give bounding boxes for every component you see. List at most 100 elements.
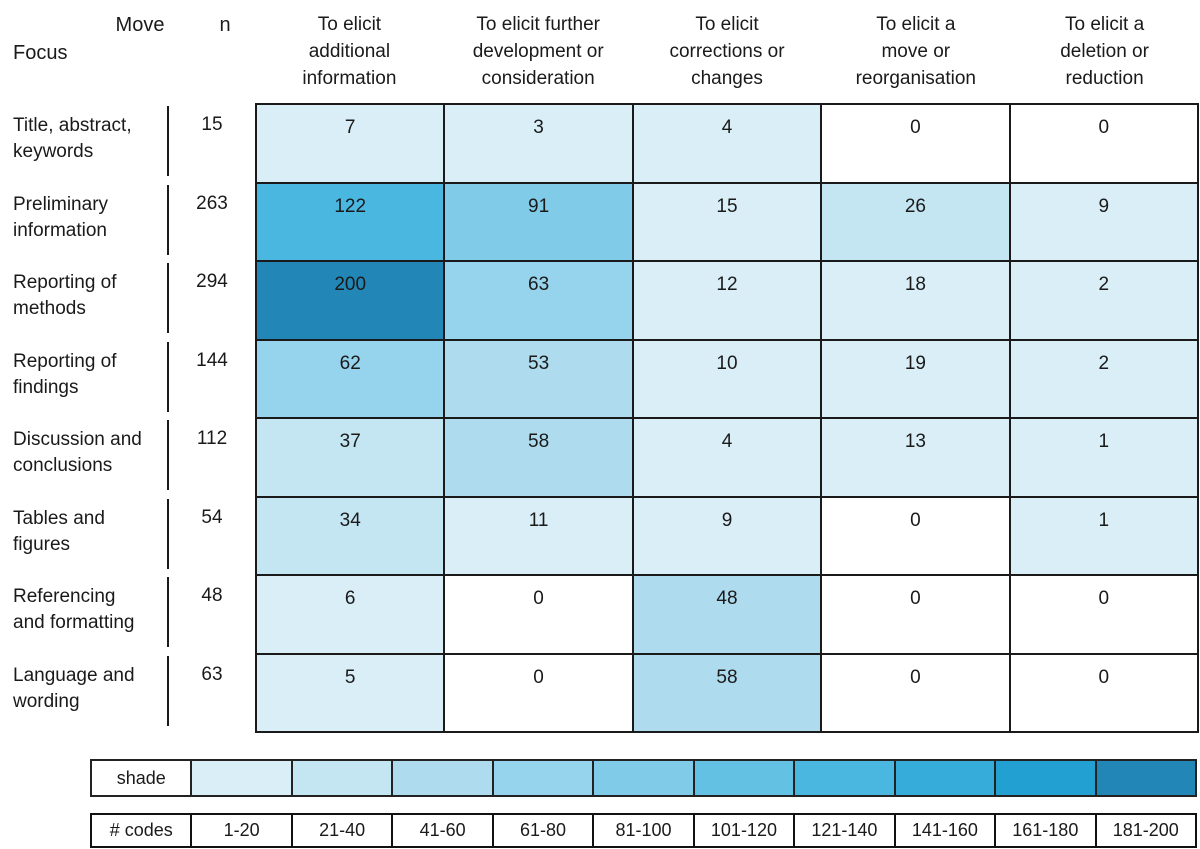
heatmap-cell: 91 [443,181,632,260]
heatmap-cell: 0 [1008,652,1197,731]
heatmap-cell: 200 [255,260,444,339]
focus-row-label: Title, abstract, keywords [13,115,132,162]
heatmap-cell: 34 [255,495,444,574]
focus-row-label: Reporting of findings [13,350,117,398]
codes-legend: # codes 1-20 21-40 41-60 61-80 81-100 101-120… [90,813,1197,848]
shade-legend-label: shade [90,759,193,797]
row-divider-line [167,341,169,412]
heatmap-cell: 7 [255,103,444,182]
row-n-value: 144 [196,349,228,371]
codes-range-label: 61-80 [491,813,595,848]
column-header-1: To elicit additional information [302,14,397,89]
heatmap-cell: 4 [631,103,821,182]
heatmap-cell: 26 [820,181,1009,260]
row-labels-column: Title, abstract, keywords 15 Preliminary… [0,103,255,733]
heatmap-cell: 19 [820,338,1009,417]
row-n-value: 48 [201,585,223,606]
heatmap-cell: 10 [631,338,821,417]
codes-range-label: 141-160 [893,813,997,848]
focus-row-label: Tables and figures [13,507,105,555]
codes-range-label: 21-40 [290,813,394,848]
row-n-value: 15 [201,114,223,135]
move-axis-label: Move [115,14,165,36]
codes-legend-label: # codes [90,813,193,848]
focus-row-label: Discussion and conclusions [13,429,142,476]
column-header-5: To elicit a deletion or reduction [1060,14,1149,89]
heatmap-cell: 9 [631,495,821,574]
row-n-value: 112 [196,428,228,449]
heatmap-cell: 15 [631,181,821,260]
shade-swatch-21-40 [290,759,394,797]
shade-swatch-61-80 [491,759,595,797]
row-n-value: 63 [201,663,223,685]
row-divider-line [167,263,169,333]
row-divider-line [167,420,169,490]
heatmap-cell: 0 [1008,103,1197,182]
heatmap-cell: 58 [631,652,821,731]
figure-header: Move Focus n To elicit additional inform… [0,0,1200,103]
heatmap-cell: 53 [443,338,632,417]
shade-swatch-161-180 [994,759,1097,797]
heatmap-cell: 1 [1008,495,1197,574]
heatmap-cell: 18 [820,260,1009,339]
table-row-label-group: Referencing and formatting 48 [0,574,255,653]
shade-swatch-81-100 [592,759,695,797]
row-divider-line [167,655,169,726]
heatmap-cell: 13 [820,417,1009,496]
heatmap-cell: 6 [255,574,444,653]
heatmap-cell: 0 [820,495,1009,574]
heatmap-cell: 3 [443,103,632,182]
shade-swatch-181-200 [1094,759,1197,797]
column-header-3: To elicit corrections or changes [669,14,785,89]
table-row-label-group: Preliminary information 263 [0,182,255,261]
heatmap-cell: 5 [255,652,444,731]
shade-legend: shade [90,759,1197,797]
heatmap-grid: 7 3 4 0 0 122 91 15 26 9 200 63 12 18 2 62 53 10 19 2 37 58 4 1… [255,103,1199,733]
heatmap-cell: 37 [255,417,444,496]
shade-swatch-101-120 [692,759,796,797]
heatmap-cell: 0 [820,103,1009,182]
figure-body: Title, abstract, keywords 15 Preliminary… [0,103,1200,733]
codes-range-label: 41-60 [391,813,494,848]
heatmap-cell: 1 [1008,417,1197,496]
heatmap-cell: 9 [1008,181,1197,260]
focus-row-label: Language and wording [13,664,135,712]
heatmap-cell: 122 [255,181,444,260]
row-divider-line [167,498,169,569]
heatmap-cell: 0 [820,652,1009,731]
codes-range-label: 1-20 [190,813,293,848]
codes-range-label: 121-140 [793,813,896,848]
shade-swatch-141-160 [893,759,997,797]
heatmap-cell: 62 [255,338,444,417]
heatmap-cell: 12 [631,260,821,339]
heatmap-cell: 0 [443,574,632,653]
row-n-value: 54 [201,506,223,528]
table-row-label-group: Reporting of methods 294 [0,260,255,339]
codes-range-label: 101-120 [692,813,796,848]
shade-swatch-121-140 [793,759,896,797]
row-n-value: 294 [196,271,228,292]
focus-axis-label: Focus [13,42,68,64]
row-divider-line [167,184,169,255]
heatmap-cell: 48 [631,574,821,653]
heatmap-cell: 2 [1008,338,1197,417]
column-header-4: To elicit a move or reorganisation [855,14,976,89]
codes-range-label: 181-200 [1094,813,1197,848]
table-row-label-group: Reporting of findings 144 [0,339,255,418]
codes-range-label: 81-100 [592,813,695,848]
heatmap-cell: 63 [443,260,632,339]
heatmap-cell: 0 [443,652,632,731]
focus-row-label: Preliminary information [13,193,109,241]
codes-range-label: 161-180 [994,813,1097,848]
heatmap-cell: 11 [443,495,632,574]
table-row-label-group: Title, abstract, keywords 15 [0,103,255,182]
column-headers: To elicit additional information To elici… [255,11,1199,92]
column-header-2: To elicit further development or conside… [472,14,604,89]
row-divider-line [167,106,169,176]
row-n-value: 263 [196,192,228,214]
heatmap-cell: 4 [631,417,821,496]
table-row-label-group: Discussion and conclusions 112 [0,417,255,496]
heatmap-cell: 0 [820,574,1009,653]
focus-row-label: Reporting of methods [13,272,117,319]
